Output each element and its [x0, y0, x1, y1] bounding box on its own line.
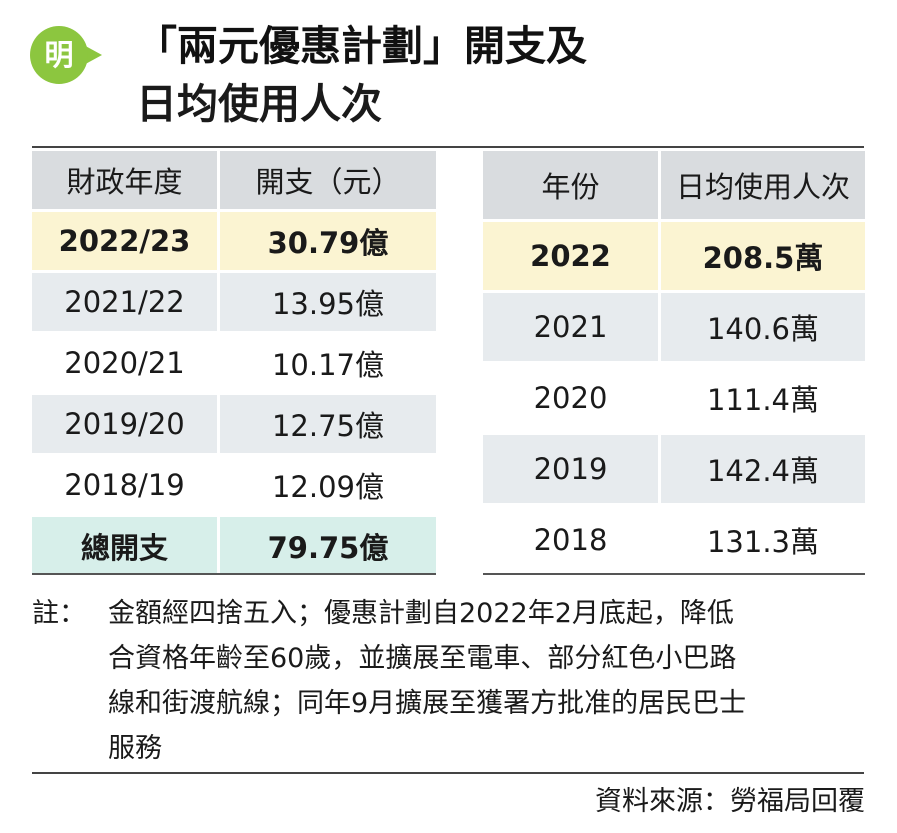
table-row: 2019/20 12.75億: [32, 395, 436, 456]
table-row: 2022 208.5萬: [483, 222, 865, 293]
year-cell: 2019: [483, 435, 661, 506]
year-cell: 2022: [483, 222, 661, 293]
ridership-cell: 142.4萬: [661, 435, 865, 506]
footnote-line: 服務: [108, 733, 162, 764]
ridership-table-bottom-rule: [483, 573, 865, 575]
expenditure-cell: 30.79億: [220, 212, 436, 273]
column-header-daily-ridership: 日均使用人次: [661, 151, 865, 222]
table-row: 2019 142.4萬: [483, 435, 865, 506]
source-credit: 資料來源：勞福局回覆: [595, 786, 865, 817]
page-title-line-2: 日均使用人次: [136, 80, 382, 128]
table-row: 2022/23 30.79億: [32, 212, 436, 273]
footnote-text: 金額經四捨五入；優惠計劃自2022年2月底起，降低 合資格年齡至60歲，並擴展至…: [108, 591, 868, 771]
year-cell: 2018: [483, 506, 661, 577]
ridership-cell: 208.5萬: [661, 222, 865, 293]
ridership-cell: 111.4萬: [661, 364, 865, 435]
table-row: 2020 111.4萬: [483, 364, 865, 435]
ming-pao-logo: 明: [30, 26, 102, 84]
footnote-label: 註：: [32, 598, 86, 629]
expenditure-cell: 10.17億: [220, 334, 436, 395]
bottom-divider: [32, 772, 864, 774]
column-header-fiscal-year: 財政年度: [32, 151, 220, 212]
column-header-expenditure: 開支（元）: [220, 151, 436, 212]
table-header-row: 年份 日均使用人次: [483, 151, 865, 222]
expenditure-cell: 12.09億: [220, 456, 436, 517]
header: 明 「兩元優惠計劃」開支及 日均使用人次: [0, 0, 897, 140]
column-header-year: 年份: [483, 151, 661, 222]
expenditure-cell: 12.75億: [220, 395, 436, 456]
page-title-line-1: 「兩元優惠計劃」開支及: [136, 22, 587, 70]
expenditure-table-bottom-rule: [32, 573, 436, 575]
footnote-line: 合資格年齡至60歲，並擴展至電車、部分紅色小巴路: [108, 643, 737, 674]
fiscal-year-cell: 2022/23: [32, 212, 220, 273]
logo-text: 明: [30, 26, 88, 84]
footnote-line: 金額經四捨五入；優惠計劃自2022年2月底起，降低: [108, 598, 734, 629]
table-header-row: 財政年度 開支（元）: [32, 151, 436, 212]
expenditure-cell: 13.95億: [220, 273, 436, 334]
fiscal-year-cell: 2021/22: [32, 273, 220, 334]
ridership-cell: 140.6萬: [661, 293, 865, 364]
table-row: 2021/22 13.95億: [32, 273, 436, 334]
year-cell: 2020: [483, 364, 661, 435]
total-amount-cell: 79.75億: [220, 517, 436, 575]
table-row: 2021 140.6萬: [483, 293, 865, 364]
fiscal-year-cell: 2018/19: [32, 456, 220, 517]
expenditure-table: 財政年度 開支（元） 2022/23 30.79億 2021/22 13.95億…: [32, 151, 436, 575]
ridership-cell: 131.3萬: [661, 506, 865, 577]
table-row: 2018/19 12.09億: [32, 456, 436, 517]
total-label-cell: 總開支: [32, 517, 220, 575]
table-row: 2018 131.3萬: [483, 506, 865, 577]
ridership-table: 年份 日均使用人次 2022 208.5萬 2021 140.6萬 2020 1…: [483, 151, 865, 577]
fiscal-year-cell: 2020/21: [32, 334, 220, 395]
top-divider: [32, 146, 864, 148]
total-row: 總開支 79.75億: [32, 517, 436, 575]
year-cell: 2021: [483, 293, 661, 364]
fiscal-year-cell: 2019/20: [32, 395, 220, 456]
table-row: 2020/21 10.17億: [32, 334, 436, 395]
footnote-line: 線和街渡航線；同年9月擴展至獲署方批准的居民巴士: [108, 688, 747, 719]
